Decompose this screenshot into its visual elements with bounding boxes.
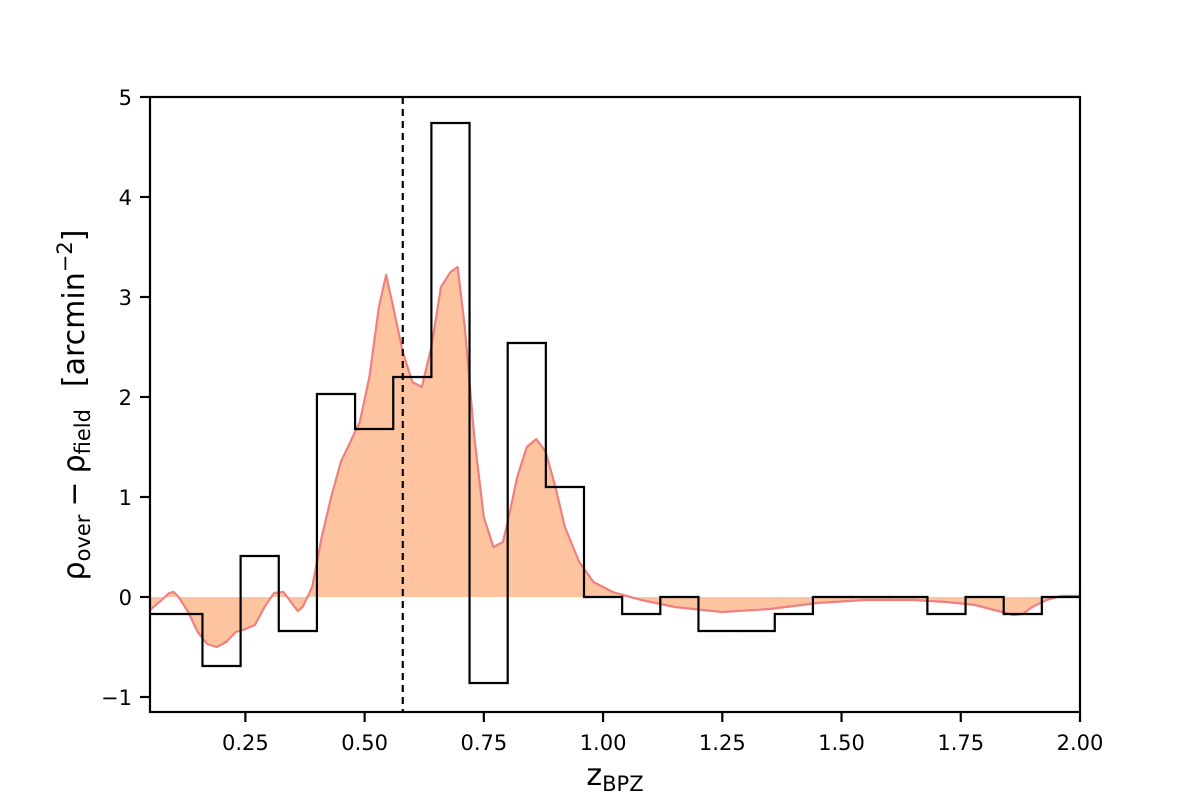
smoothed-density-line (149, 265, 1080, 649)
y-tick-label: 2 (119, 386, 132, 410)
y-tick-label: 4 (119, 186, 132, 210)
x-tick-label: 0.50 (341, 731, 388, 755)
axes: 0.25 0.50 0.75 1.00 1.25 1.50 1.75 2.00 −1 0 1 2 3 4 5 (101, 86, 1103, 755)
x-tick-label: 2.00 (1057, 731, 1104, 755)
x-tick-label: 0.25 (222, 731, 269, 755)
x-tick-label: 1.00 (580, 731, 627, 755)
x-tick-label: 0.75 (460, 731, 507, 755)
axes-frame (148, 95, 1082, 714)
y-tick-label: 1 (119, 486, 132, 510)
plot-area (149, 97, 1080, 712)
y-tick-label: 3 (119, 286, 132, 310)
y-axis-label: ρover−ρfield[arcmin−2] (53, 230, 95, 581)
y-axis-label-sub-over: over (71, 514, 95, 561)
y-axis-label-unit-exponent: −2 (53, 241, 77, 272)
y-axis-label-minus: − (57, 481, 92, 506)
y-axis-label-unit: [arcmin (57, 272, 92, 387)
x-tick-label: 1.25 (699, 731, 746, 755)
y-tick-label: 5 (119, 86, 132, 110)
y-tick-label: 0 (119, 586, 132, 610)
x-axis-label-main: z (586, 758, 602, 793)
x-axis-label: zBPZ (586, 758, 643, 796)
y-axis-label-unit-close: ] (57, 230, 92, 242)
y-tick-label: −1 (101, 686, 132, 710)
x-axis-label-subscript: BPZ (602, 772, 643, 796)
x-tick-label: 1.50 (818, 731, 865, 755)
smoothed-density-fill (150, 267, 1080, 647)
y-axis-label-sub-field: field (71, 409, 95, 454)
x-tick-label: 1.75 (937, 731, 984, 755)
